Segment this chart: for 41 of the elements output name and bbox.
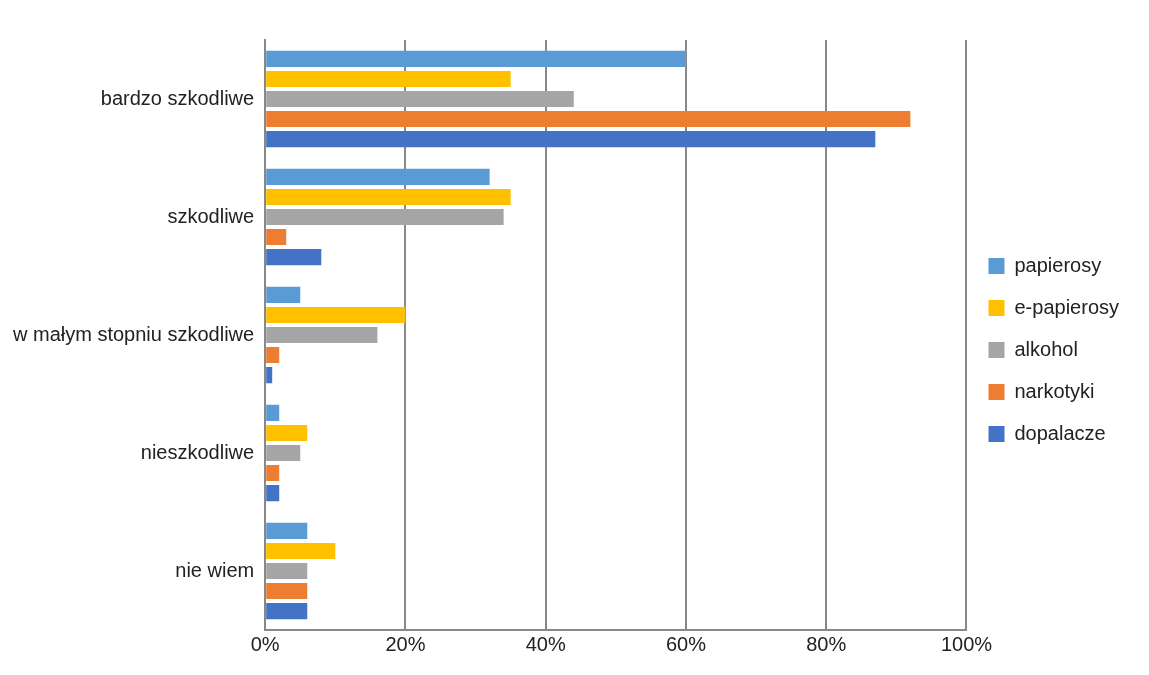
x-tick-label: 20% [385,632,426,655]
bar [266,208,504,226]
legend-label: narkotyki [1014,379,1095,402]
bar [266,522,308,539]
bar [266,603,308,620]
bar [266,306,406,323]
x-tick-label: 40% [525,632,566,655]
legend-label: alkohol [1014,337,1078,360]
y-tick-label: szkodliwe [167,204,255,227]
bar [266,424,308,441]
legend-label: papierosy [1014,253,1102,276]
x-tick-label: 60% [665,632,707,655]
bar [266,50,686,67]
bar [266,70,511,87]
bar [266,367,273,384]
y-tick-label: nieszkodliwe [140,440,255,463]
bar [266,444,301,462]
bar [266,485,280,502]
bar [266,229,287,246]
bar [266,111,911,128]
bar [266,583,308,600]
bar [266,168,490,185]
y-tick-label: bardzo szkodliwe [100,86,255,109]
bar [266,249,322,266]
bar [266,90,574,108]
legend-label: dopalacze [1014,421,1106,444]
y-tick-label: w małym stopniu szkodliwe [11,322,255,345]
y-tick-label: nie wiem [175,558,255,581]
bar [266,404,280,421]
legend-label: e-papierosy [1014,295,1120,318]
bar [266,188,511,205]
bar [266,562,308,580]
bar [266,542,336,559]
bar [266,286,301,303]
bar [266,326,378,344]
x-tick-label: 80% [806,632,847,655]
bar [266,347,280,364]
bar [266,131,876,148]
bar [266,465,280,482]
x-tick-label: 0% [250,632,280,655]
x-tick-label: 100% [940,632,993,655]
